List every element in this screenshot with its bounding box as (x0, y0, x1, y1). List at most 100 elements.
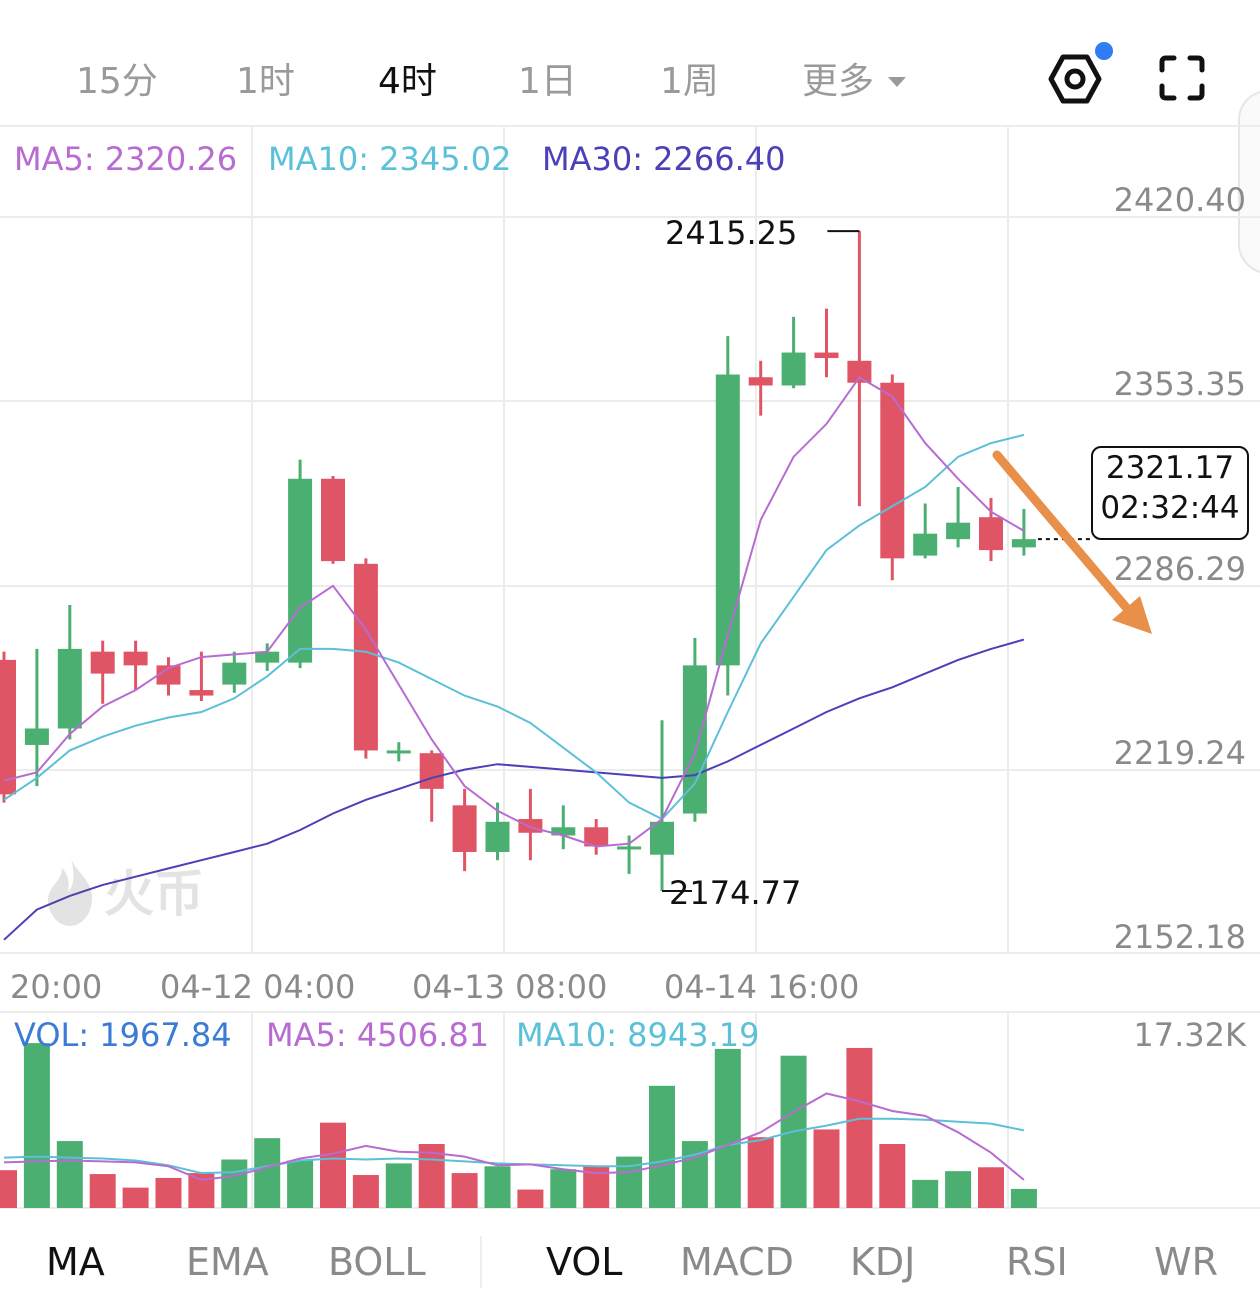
price-tick: 2152.18 (1113, 918, 1246, 956)
candle-body (1011, 539, 1036, 548)
candle-body (0, 659, 16, 795)
candle-body (946, 522, 971, 540)
candle-body (584, 827, 609, 847)
candle-body (255, 651, 280, 663)
tab-divider (480, 1236, 482, 1288)
vol-max-label: 17.32K (1133, 1016, 1246, 1054)
volume-bar (484, 1166, 511, 1208)
price-tick: 2353.35 (1113, 365, 1246, 403)
tab-more-label: 更多 (802, 61, 875, 102)
high-price-label: 2415.25 (665, 214, 798, 252)
candle-body (189, 690, 214, 696)
candle-body (880, 382, 905, 559)
volume-bar (89, 1174, 116, 1208)
volume-bar (517, 1189, 544, 1208)
volume-bars (0, 1043, 1037, 1208)
current-price: 2321.17 (1105, 450, 1235, 486)
ma10-legend: MA10: 2345.02 (268, 140, 512, 178)
volume-bar (945, 1171, 972, 1208)
time-tick: 04-14 16:00 (664, 968, 860, 1006)
volume-bar (846, 1047, 873, 1208)
settings-button[interactable] (1048, 52, 1102, 106)
volume-bar (254, 1138, 281, 1208)
volume-bar (56, 1141, 83, 1208)
volume-ma-lines (3, 1092, 1025, 1181)
tab-macd[interactable]: MACD (680, 1240, 794, 1284)
volume-bar (813, 1129, 840, 1208)
vol-ma5-line (3, 1092, 1025, 1181)
ma5-legend: MA5: 2320.26 (14, 140, 238, 178)
huobi-watermark: 火币 (40, 852, 204, 928)
candle-body (485, 821, 510, 852)
vol-legend: VOL: 1967.84 (14, 1016, 232, 1054)
price-tick: 2286.29 (1113, 550, 1246, 588)
price-tick: 2420.40 (1113, 181, 1246, 219)
candle-body (386, 750, 411, 754)
ma30-line (3, 638, 1025, 941)
tab-kdj[interactable]: KDJ (850, 1240, 916, 1284)
volume-bar (451, 1173, 478, 1208)
volume-bar (287, 1160, 314, 1208)
candle-body (781, 352, 806, 386)
candle-body (57, 648, 82, 729)
tab-wr[interactable]: WR (1154, 1240, 1218, 1284)
tab-more[interactable]: 更多 (802, 52, 907, 104)
volume-bar (352, 1175, 379, 1208)
low-price-label: 2174.77 (669, 874, 802, 912)
tab-4h[interactable]: 4时 (378, 61, 437, 102)
tab-1w[interactable]: 1周 (660, 61, 719, 102)
tab-vol[interactable]: VOL (546, 1240, 623, 1284)
candle-countdown: 02:32:44 (1100, 490, 1240, 526)
time-tick: 04-13 08:00 (412, 968, 608, 1006)
candle-body (288, 478, 313, 663)
ma10-line (3, 433, 1025, 821)
ma-lines (3, 375, 1025, 941)
notification-dot (1095, 42, 1113, 60)
volume-bar (1010, 1188, 1037, 1208)
volume-bar (0, 1170, 17, 1208)
price-tick: 2219.24 (1113, 734, 1246, 772)
ma30-legend: MA30: 2266.40 (542, 140, 786, 178)
vol-ma5-legend: MA5: 4506.81 (266, 1016, 490, 1054)
volume-bar (23, 1043, 50, 1208)
candle-body (90, 651, 115, 674)
tab-ma[interactable]: MA (46, 1240, 105, 1284)
current-price-box[interactable]: 2321.17 02:32:44 (1091, 446, 1249, 540)
tab-ema[interactable]: EMA (186, 1240, 269, 1284)
candle-body (24, 728, 49, 745)
trend-arrow-head (1112, 596, 1152, 634)
volume-bar (649, 1085, 675, 1208)
ma5-line (3, 375, 1025, 848)
candle-body (419, 753, 444, 789)
tab-1h[interactable]: 1时 (236, 61, 295, 102)
volume-bar (385, 1163, 412, 1208)
volume-bar (221, 1159, 248, 1208)
candle-body (748, 377, 773, 386)
volume-bar (747, 1137, 774, 1208)
fullscreen-icon (1159, 55, 1205, 101)
candle-body (814, 352, 839, 359)
candle-body (353, 563, 378, 751)
trend-arrow-shaft (992, 450, 1135, 617)
candle-body (321, 478, 345, 562)
volume-bar (550, 1169, 577, 1208)
volume-bar (714, 1048, 741, 1208)
candle-body (715, 374, 740, 666)
candle-body (913, 533, 938, 556)
volume-bar (155, 1177, 182, 1208)
candle-body (847, 360, 872, 383)
chevron-down-icon (888, 77, 907, 87)
tab-15m[interactable]: 15分 (76, 61, 158, 102)
tab-boll[interactable]: BOLL (328, 1240, 426, 1284)
candle-body (979, 517, 1003, 551)
time-tick: 20:00 (10, 968, 103, 1006)
candle-body (156, 665, 181, 685)
tab-rsi[interactable]: RSI (1006, 1240, 1068, 1284)
fullscreen-button[interactable] (1158, 54, 1206, 102)
candle-body (518, 819, 543, 833)
tab-1d[interactable]: 1日 (518, 61, 577, 102)
candle-body (682, 665, 707, 814)
volume-bar (320, 1122, 346, 1208)
